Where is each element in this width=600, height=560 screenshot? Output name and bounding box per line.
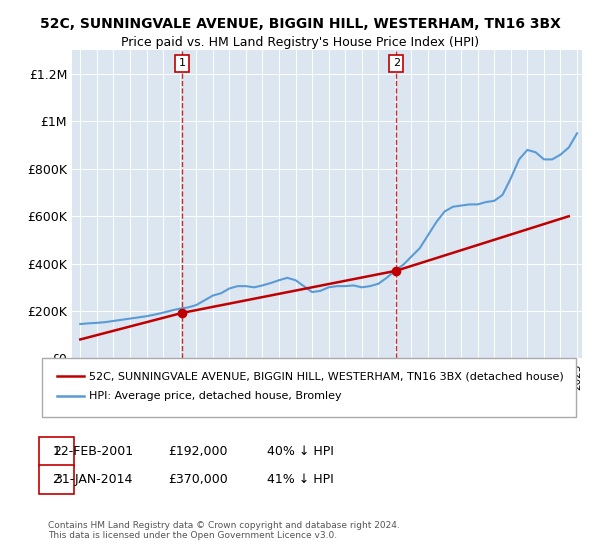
Text: 31-JAN-2014: 31-JAN-2014 <box>54 473 132 487</box>
Text: HPI: Average price, detached house, Bromley: HPI: Average price, detached house, Brom… <box>89 391 341 401</box>
Text: 22-FEB-2001: 22-FEB-2001 <box>53 445 133 459</box>
Text: 52C, SUNNINGVALE AVENUE, BIGGIN HILL, WESTERHAM, TN16 3BX: 52C, SUNNINGVALE AVENUE, BIGGIN HILL, WE… <box>40 17 560 31</box>
Text: 41% ↓ HPI: 41% ↓ HPI <box>266 473 334 487</box>
Text: 2: 2 <box>392 58 400 68</box>
Text: £370,000: £370,000 <box>168 473 228 487</box>
Text: Contains HM Land Registry data © Crown copyright and database right 2024.
This d: Contains HM Land Registry data © Crown c… <box>48 521 400 540</box>
Text: Price paid vs. HM Land Registry's House Price Index (HPI): Price paid vs. HM Land Registry's House … <box>121 36 479 49</box>
Text: 40% ↓ HPI: 40% ↓ HPI <box>266 445 334 459</box>
Text: 2: 2 <box>52 473 61 487</box>
Text: 1: 1 <box>52 445 61 459</box>
Text: 1: 1 <box>179 58 185 68</box>
Text: £192,000: £192,000 <box>168 445 228 459</box>
Text: 52C, SUNNINGVALE AVENUE, BIGGIN HILL, WESTERHAM, TN16 3BX (detached house): 52C, SUNNINGVALE AVENUE, BIGGIN HILL, WE… <box>89 371 563 381</box>
